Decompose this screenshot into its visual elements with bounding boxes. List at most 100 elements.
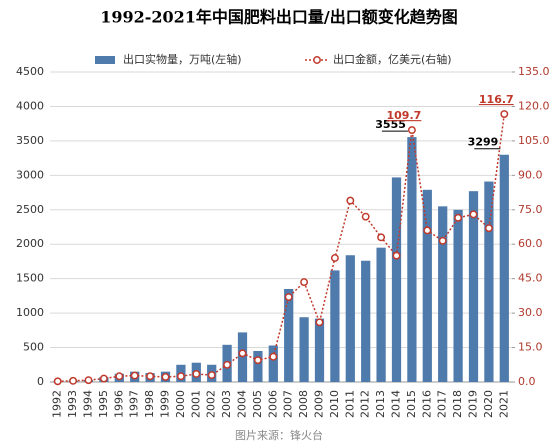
y-tick-label: 2000 [16,237,44,250]
x-tick-label: 2003 [220,390,233,418]
x-tick-label: 2013 [374,390,387,418]
x-tick-label: 1996 [112,390,125,418]
bar [484,181,494,382]
marker [330,254,339,262]
y2-tick-label: 90.0 [518,168,543,181]
bar [422,189,432,382]
legend-marker [313,56,321,64]
x-tick-label: 1993 [66,390,79,418]
bar [268,345,278,382]
bar [330,270,340,382]
marker [115,372,124,381]
x-tick-label: 2006 [266,390,279,418]
marker [454,213,463,222]
marker [361,212,370,221]
marker [69,376,78,385]
marker [53,377,62,386]
y2-tick-label: 75.0 [518,203,543,216]
x-tick-label: 2002 [205,390,218,418]
marker [284,293,293,301]
y-tick-label: 1500 [16,272,44,285]
bar [361,260,371,382]
y2-tick-label: 30.0 [518,306,543,319]
x-tick-label: 2014 [390,390,403,418]
y2-tick-label: 120.0 [518,99,550,112]
marker [84,376,93,385]
y-tick-label: 2500 [16,203,44,216]
marker [438,236,447,245]
bar [391,177,402,382]
y2-tick-label: 135.0 [518,65,550,78]
marker [300,278,309,287]
marker [423,226,432,235]
bar [499,154,509,382]
marker [392,251,401,260]
marker [223,360,232,369]
x-tick-label: 2012 [359,390,372,418]
chart-title: 1992-2021年中国肥料出口量/出口额变化趋势图 [100,8,458,27]
marker [346,196,355,205]
x-tick-label: 2015 [405,390,418,418]
x-tick-label: 2021 [497,390,510,418]
bar [345,255,355,382]
x-tick-label: 1995 [97,390,110,418]
marker [146,372,155,381]
x-tick-label: 1994 [82,390,95,418]
y2-tick-label: 60.0 [518,237,543,250]
marker [192,370,201,378]
bar [284,289,294,382]
y-tick-label: 0 [37,375,44,388]
bar [376,247,386,382]
marker [161,372,170,381]
x-tick-label: 1992 [51,390,64,418]
value-label: 3555 [375,118,406,131]
marker [484,224,493,233]
bar [407,137,417,382]
marker [500,110,509,118]
marker [99,374,108,383]
x-tick-label: 2005 [251,390,264,418]
bar [453,209,463,382]
x-tick-label: 2007 [282,390,295,418]
y-tick-label: 4000 [16,99,44,112]
x-tick-label: 2018 [451,390,464,418]
value-label: 3299 [468,136,499,149]
x-tick-label: 2019 [467,390,480,418]
line [57,113,506,383]
bar [468,191,479,382]
x-tick-label: 2001 [189,390,202,418]
y2-tick-label: 0.0 [518,375,536,388]
x-tick-label: 1998 [143,390,156,418]
x-tick-label: 2016 [420,390,433,418]
marker [253,356,262,365]
bar [253,351,263,382]
y-tick-label: 4500 [16,65,44,78]
y2-tick-label: 15.0 [518,341,543,354]
x-tick-label: 1997 [128,390,141,418]
x-tick-label: 2009 [313,390,326,418]
marker [176,372,185,381]
legend-label: 出口金额，亿美元(右轴) [333,52,452,66]
y2-tick-label: 105.0 [518,134,550,147]
value-label: 116.7 [479,93,514,106]
y2-tick-label: 45.0 [518,272,543,285]
x-tick-label: 2000 [174,390,187,418]
marker [269,352,278,361]
legend-label: 出口实物量，万吨(左轴) [123,52,242,66]
marker [130,371,139,380]
value-label: 109.7 [387,109,422,122]
y-tick-label: 3000 [16,168,44,181]
x-tick-label: 2011 [343,390,356,418]
marker [377,233,386,242]
bar [314,318,325,382]
x-tick-label: 2010 [328,390,341,418]
source: 图片来源：锋火台 [235,428,323,442]
x-tick-label: 2020 [482,390,495,418]
y-tick-label: 500 [23,341,44,354]
marker [207,371,216,380]
x-tick-label: 2017 [436,390,449,418]
y-tick-label: 3500 [16,134,44,147]
x-tick-label: 1999 [159,390,172,418]
